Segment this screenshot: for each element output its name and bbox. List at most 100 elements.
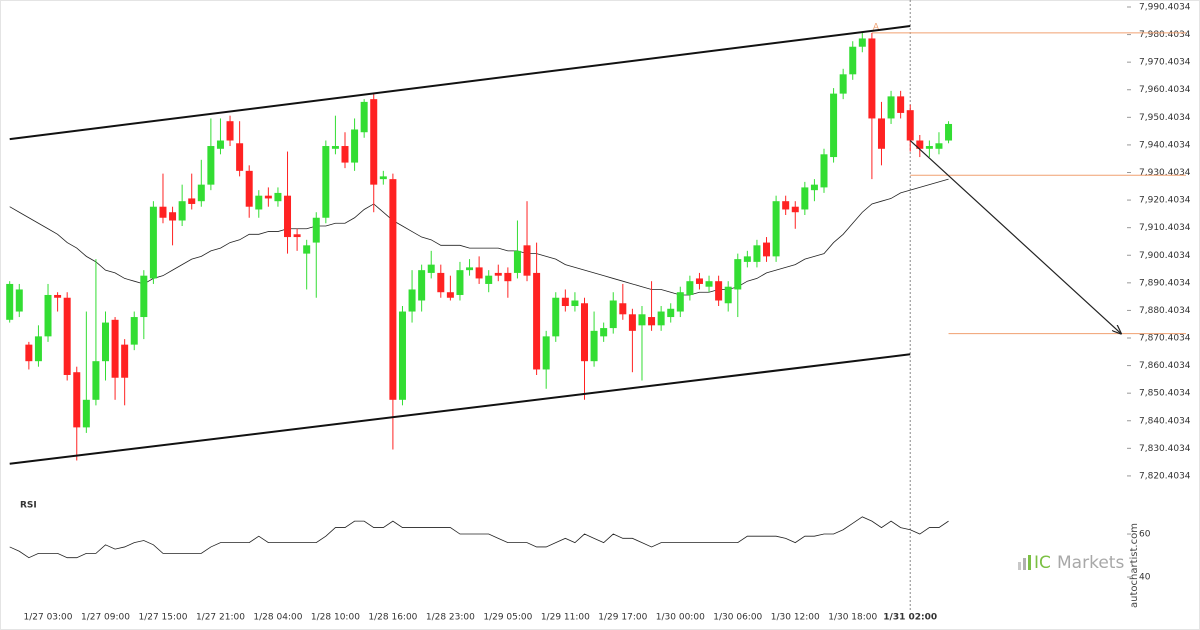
candle-body [63, 297, 71, 375]
candle-body [581, 303, 588, 362]
candle-body [590, 330, 598, 362]
x-tick-label: 1/29 05:00 [483, 613, 532, 623]
x-tick-label: 1/28 10:00 [311, 613, 360, 623]
candle-body [466, 267, 474, 271]
y-tick-label: 7,900.4034 [1139, 251, 1191, 261]
candle-body [312, 217, 320, 243]
candle-body [648, 317, 656, 326]
candle-body [686, 281, 694, 295]
candle-body [255, 195, 263, 210]
candle-body [322, 146, 330, 218]
y-tick-label: 7,890.4034 [1139, 278, 1191, 288]
candle-body [44, 294, 52, 337]
x-tick-label: 1/29 17:00 [598, 613, 647, 623]
forecast-arrow [909, 140, 1121, 334]
x-tick-label: 1/30 18:00 [828, 613, 877, 623]
candle-body [25, 344, 33, 362]
candle-body [513, 250, 521, 273]
candle-body [791, 206, 799, 213]
candle-body [676, 292, 684, 312]
y-tick-label: 7,910.4034 [1139, 223, 1191, 233]
candle-body [188, 198, 196, 204]
candle-body [743, 256, 751, 262]
candle-body [504, 272, 512, 282]
channel-line [9, 353, 911, 465]
candle-body [849, 46, 857, 75]
candle-body [494, 272, 502, 276]
candle-body [207, 146, 215, 185]
candle-body [887, 96, 895, 119]
candle-body [609, 300, 617, 329]
candle-body [351, 129, 359, 163]
y-tick-label: 7,870.4034 [1139, 334, 1191, 344]
candle-body [561, 297, 569, 307]
x-tick-label: 1/31 02:00 [883, 613, 937, 623]
brand-prefix: IC [1034, 553, 1051, 573]
pattern-label: A [873, 22, 880, 32]
y-tick-label: 7,930.4034 [1139, 168, 1191, 178]
y-tick-label: 7,980.4034 [1139, 30, 1191, 40]
candle-body [149, 206, 157, 279]
x-tick-label: 1/27 03:00 [24, 613, 73, 623]
y-tick-label: 7,820.4034 [1139, 471, 1191, 481]
candle-body [178, 201, 186, 221]
y-tick-label: 7,950.4034 [1139, 113, 1191, 123]
x-tick-label: 1/30 00:00 [656, 613, 705, 623]
x-tick-label: 1/28 23:00 [426, 613, 475, 623]
candle-body [485, 275, 493, 284]
candle-body [542, 336, 550, 370]
candle-body [73, 372, 81, 428]
candle-body [782, 201, 790, 210]
candle-body [533, 272, 541, 370]
candle-body [763, 242, 771, 257]
candle-body [925, 146, 933, 149]
candle-body [197, 184, 205, 202]
candle-body [667, 308, 675, 318]
candle-body [772, 201, 780, 257]
x-tick-label: 1/29 11:00 [541, 613, 590, 623]
y-tick-label: 7,860.4034 [1139, 361, 1191, 371]
moving-average [9, 178, 949, 296]
candle-body [437, 272, 445, 293]
candle-body [15, 289, 23, 312]
candle-body [475, 267, 483, 279]
candle-body [945, 123, 953, 141]
y-tick-label: 7,970.4034 [1139, 58, 1191, 68]
candle-body [705, 281, 713, 287]
brand: Markets [1057, 553, 1124, 573]
candle-body [159, 206, 167, 218]
candle-body [456, 270, 464, 295]
y-tick-label: 7,960.4034 [1139, 85, 1191, 95]
candle-body [810, 184, 818, 191]
candle-body [695, 278, 703, 284]
candle-body [293, 234, 301, 238]
candle-body [34, 336, 42, 362]
candle-body [92, 361, 100, 400]
candle-body [6, 283, 14, 320]
x-tick-label: 1/28 16:00 [368, 613, 417, 623]
candle-body [868, 38, 876, 119]
candle-body [303, 245, 311, 254]
y-tick-label: 7,920.4034 [1139, 196, 1191, 206]
y-tick-label: 7,990.4034 [1139, 2, 1191, 12]
candle-body [839, 74, 847, 94]
candle-body [389, 179, 397, 400]
candle-body [418, 270, 426, 301]
candle-body [226, 121, 234, 141]
x-tick-label: 1/30 06:00 [713, 613, 762, 623]
candle-body [628, 314, 636, 331]
y-tick-label: 7,940.4034 [1139, 140, 1191, 150]
candle-body [801, 187, 809, 210]
candle-body [140, 275, 148, 318]
candle-body [638, 314, 646, 326]
candle-body [236, 143, 244, 171]
candle-body [274, 192, 282, 202]
rsi-tick-label: 40 [1139, 573, 1151, 583]
candle-body [552, 297, 560, 337]
candle-body [379, 176, 387, 180]
candle-body [284, 195, 292, 238]
y-tick-label: 7,840.4034 [1139, 416, 1191, 426]
candle-body [734, 259, 742, 290]
